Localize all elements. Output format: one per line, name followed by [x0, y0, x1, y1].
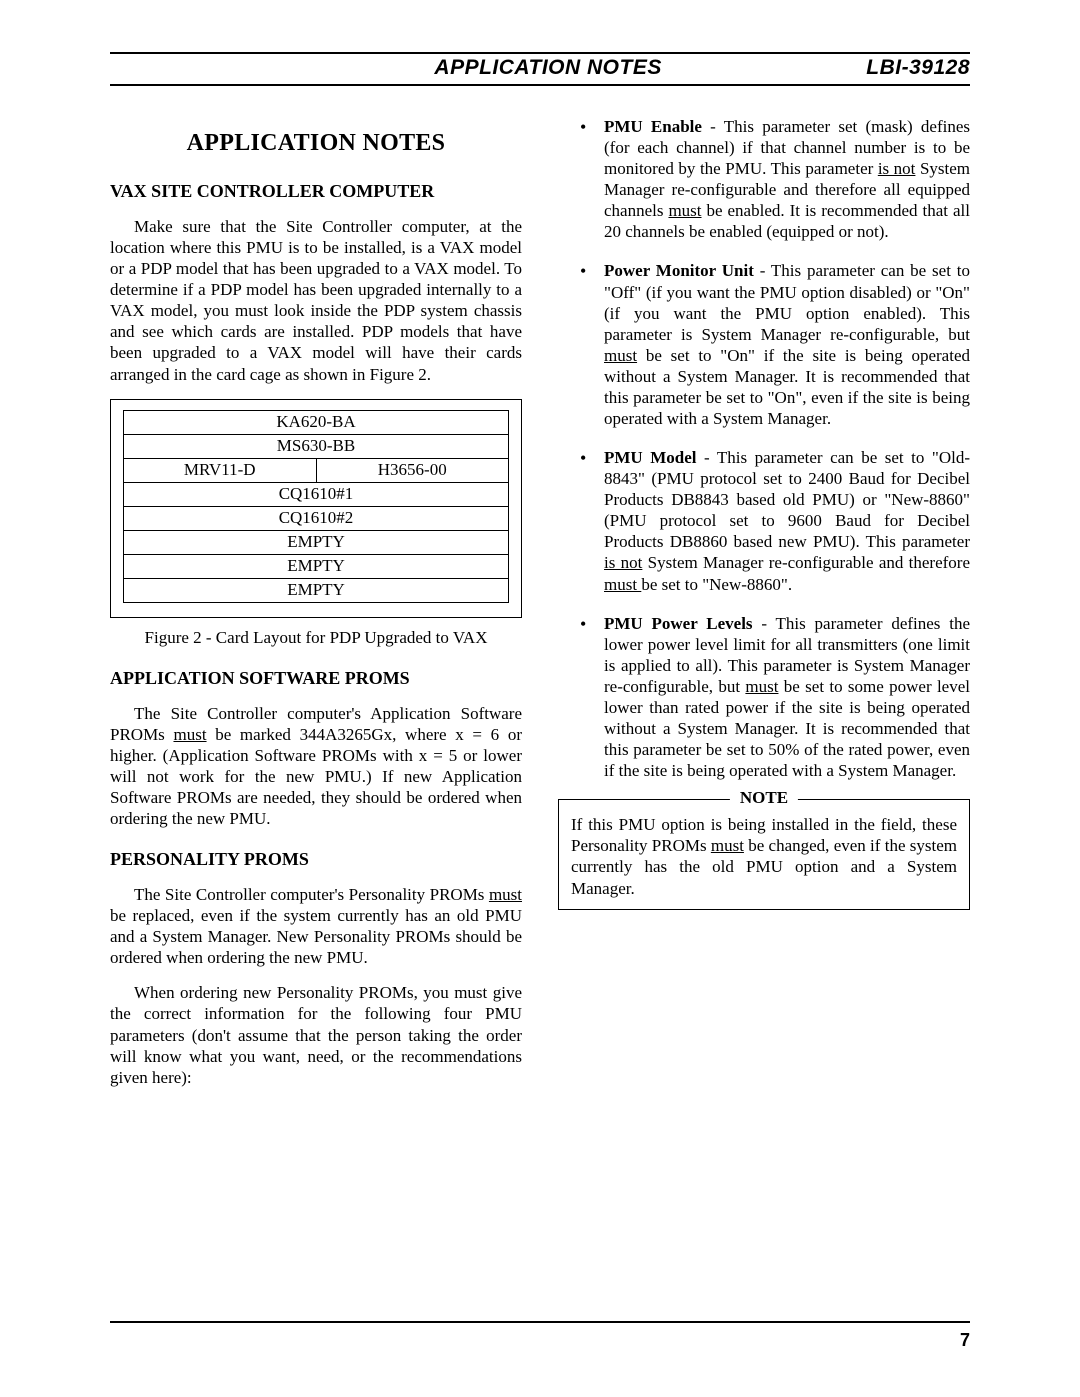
note-box: NOTE If this PMU option is being install…: [558, 799, 970, 909]
header-rule-bottom: [110, 84, 970, 86]
underline: must: [745, 677, 778, 696]
card-row: EMPTY: [124, 530, 509, 554]
card-row: MRV11-D: [124, 458, 317, 482]
bullet-power-monitor-unit: Power Monitor Unit - This parameter can …: [580, 260, 970, 429]
page-header: APPLICATION NOTES LBI-39128: [110, 52, 970, 86]
card-layout-table: KA620-BA MS630-BB MRV11-D H3656-00 CQ161…: [123, 410, 509, 603]
header-title: APPLICATION NOTES: [230, 56, 866, 80]
bullet-pmu-enable: PMU Enable - This parameter set (mask) d…: [580, 116, 970, 242]
underline: is not: [604, 553, 642, 572]
bullet-label: PMU Enable: [604, 117, 702, 136]
card-row: KA620-BA: [124, 410, 509, 434]
header-doc-id: LBI-39128: [866, 56, 970, 80]
text: be set to "New-8860".: [641, 575, 792, 594]
section-title-vax: VAX SITE CONTROLLER COMPUTER: [110, 181, 522, 202]
note-label: NOTE: [730, 788, 798, 808]
bullet-pmu-power-levels: PMU Power Levels - This parameter define…: [580, 613, 970, 782]
underline: is not: [878, 159, 916, 178]
bullet-label: PMU Power Levels: [604, 614, 753, 633]
text: be set to "On" if the site is being oper…: [604, 346, 970, 428]
asp-paragraph-1: The Site Controller computer's Applicati…: [110, 703, 522, 829]
text: System Manager re-configurable and there…: [642, 553, 970, 572]
header-row: APPLICATION NOTES LBI-39128: [110, 54, 970, 84]
card-row: MS630-BB: [124, 434, 509, 458]
underline: must: [668, 201, 701, 220]
underline: must: [489, 885, 522, 904]
card-row: EMPTY: [124, 578, 509, 602]
card-row: CQ1610#2: [124, 506, 509, 530]
page: APPLICATION NOTES LBI-39128 APPLICATION …: [0, 0, 1080, 1397]
card-row: EMPTY: [124, 554, 509, 578]
underline: must: [604, 575, 641, 594]
card-row: CQ1610#1: [124, 482, 509, 506]
card-row: H3656-00: [316, 458, 509, 482]
vax-paragraph-1: Make sure that the Site Controller compu…: [110, 216, 522, 385]
left-column: APPLICATION NOTES VAX SITE CONTROLLER CO…: [110, 116, 522, 1102]
text: be replaced, even if the system currentl…: [110, 906, 522, 967]
bullet-pmu-model: PMU Model - This parameter can be set to…: [580, 447, 970, 595]
pp-paragraph-1: The Site Controller computer's Personali…: [110, 884, 522, 968]
content-columns: APPLICATION NOTES VAX SITE CONTROLLER CO…: [110, 116, 970, 1102]
bullet-label: PMU Model: [604, 448, 697, 467]
parameter-bullet-list: PMU Enable - This parameter set (mask) d…: [580, 116, 970, 781]
underline: must: [604, 346, 637, 365]
underline: must: [173, 725, 206, 744]
footer-rule: [110, 1321, 970, 1323]
bullet-label: Power Monitor Unit: [604, 261, 754, 280]
section-title-pp: PERSONALITY PROMS: [110, 849, 522, 870]
underline: must: [711, 836, 744, 855]
card-layout-figure: KA620-BA MS630-BB MRV11-D H3656-00 CQ161…: [110, 399, 522, 618]
section-title-asp: APPLICATION SOFTWARE PROMS: [110, 668, 522, 689]
text: The Site Controller computer's Personali…: [134, 885, 489, 904]
figure-caption: Figure 2 - Card Layout for PDP Upgraded …: [110, 628, 522, 648]
right-column: PMU Enable - This parameter set (mask) d…: [558, 116, 970, 1102]
page-number: 7: [960, 1330, 970, 1351]
pp-paragraph-2: When ordering new Personality PROMs, you…: [110, 982, 522, 1087]
main-title: APPLICATION NOTES: [110, 130, 522, 157]
note-text: If this PMU option is being installed in…: [571, 814, 957, 898]
